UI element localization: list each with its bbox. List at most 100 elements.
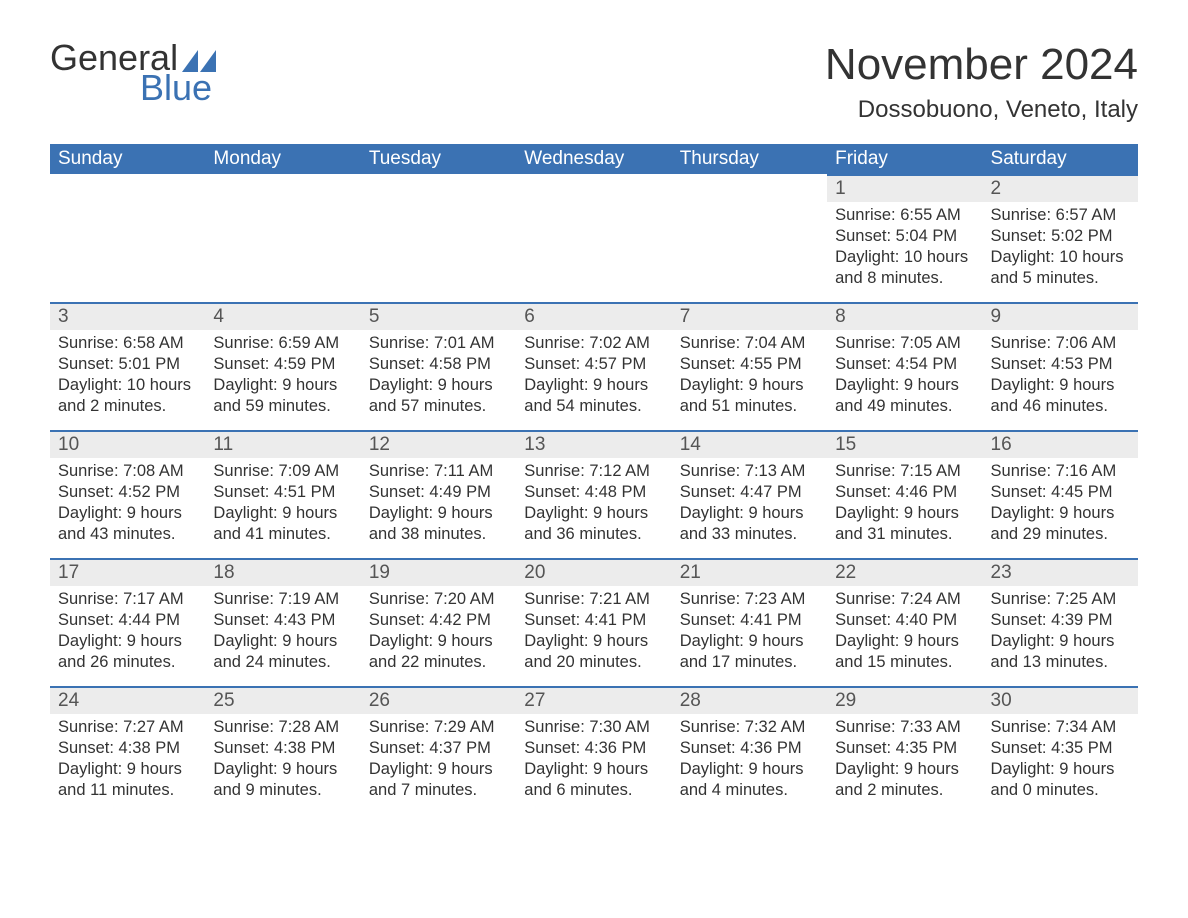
calendar-cell (361, 174, 516, 302)
calendar-cell (205, 174, 360, 302)
daylight-line: Daylight: 9 hours and 41 minutes. (213, 504, 337, 543)
calendar-cell: 26Sunrise: 7:29 AMSunset: 4:37 PMDayligh… (361, 686, 516, 814)
sunrise-line: Sunrise: 7:23 AM (680, 590, 806, 608)
sunrise-line: Sunrise: 7:16 AM (991, 462, 1117, 480)
day-number: 9 (983, 302, 1138, 330)
daylight-line: Daylight: 9 hours and 0 minutes. (991, 760, 1115, 799)
col-header: Wednesday (516, 144, 671, 174)
sunrise-line: Sunrise: 7:06 AM (991, 334, 1117, 352)
daylight-line: Daylight: 10 hours and 8 minutes. (835, 248, 968, 287)
sunset-line: Sunset: 4:46 PM (835, 483, 957, 501)
calendar-cell: 29Sunrise: 7:33 AMSunset: 4:35 PMDayligh… (827, 686, 982, 814)
calendar-week-row: 17Sunrise: 7:17 AMSunset: 4:44 PMDayligh… (50, 558, 1138, 686)
day-details: Sunrise: 7:12 AMSunset: 4:48 PMDaylight:… (516, 458, 671, 553)
sunset-line: Sunset: 4:36 PM (680, 739, 802, 757)
sunset-line: Sunset: 5:04 PM (835, 227, 957, 245)
sunrise-line: Sunrise: 7:34 AM (991, 718, 1117, 736)
day-number: 14 (672, 430, 827, 458)
sunrise-line: Sunrise: 7:21 AM (524, 590, 650, 608)
day-number: 4 (205, 302, 360, 330)
calendar-cell: 17Sunrise: 7:17 AMSunset: 4:44 PMDayligh… (50, 558, 205, 686)
day-number: 30 (983, 686, 1138, 714)
daylight-line: Daylight: 10 hours and 5 minutes. (991, 248, 1124, 287)
sunrise-line: Sunrise: 6:58 AM (58, 334, 184, 352)
sunrise-line: Sunrise: 7:30 AM (524, 718, 650, 736)
day-details: Sunrise: 7:09 AMSunset: 4:51 PMDaylight:… (205, 458, 360, 553)
sunset-line: Sunset: 4:40 PM (835, 611, 957, 629)
page-title: November 2024 (825, 40, 1138, 90)
daylight-line: Daylight: 9 hours and 17 minutes. (680, 632, 804, 671)
day-details: Sunrise: 7:16 AMSunset: 4:45 PMDaylight:… (983, 458, 1138, 553)
day-details: Sunrise: 6:58 AMSunset: 5:01 PMDaylight:… (50, 330, 205, 425)
day-details: Sunrise: 6:59 AMSunset: 4:59 PMDaylight:… (205, 330, 360, 425)
sunrise-line: Sunrise: 7:11 AM (369, 462, 493, 480)
sunset-line: Sunset: 4:55 PM (680, 355, 802, 373)
calendar-week-row: 24Sunrise: 7:27 AMSunset: 4:38 PMDayligh… (50, 686, 1138, 814)
day-number: 29 (827, 686, 982, 714)
sunrise-line: Sunrise: 7:19 AM (213, 590, 339, 608)
day-number: 18 (205, 558, 360, 586)
sunrise-line: Sunrise: 7:13 AM (680, 462, 806, 480)
daylight-line: Daylight: 9 hours and 13 minutes. (991, 632, 1115, 671)
day-number: 16 (983, 430, 1138, 458)
day-number: 5 (361, 302, 516, 330)
sunset-line: Sunset: 4:38 PM (58, 739, 180, 757)
daylight-line: Daylight: 9 hours and 26 minutes. (58, 632, 182, 671)
day-number: 26 (361, 686, 516, 714)
day-details: Sunrise: 7:30 AMSunset: 4:36 PMDaylight:… (516, 714, 671, 809)
sunset-line: Sunset: 4:57 PM (524, 355, 646, 373)
daylight-line: Daylight: 9 hours and 11 minutes. (58, 760, 182, 799)
sunset-line: Sunset: 4:44 PM (58, 611, 180, 629)
calendar-cell: 10Sunrise: 7:08 AMSunset: 4:52 PMDayligh… (50, 430, 205, 558)
day-details: Sunrise: 6:55 AMSunset: 5:04 PMDaylight:… (827, 202, 982, 297)
sunrise-line: Sunrise: 7:05 AM (835, 334, 961, 352)
calendar-cell: 25Sunrise: 7:28 AMSunset: 4:38 PMDayligh… (205, 686, 360, 814)
col-header: Friday (827, 144, 982, 174)
sunrise-line: Sunrise: 7:15 AM (835, 462, 961, 480)
sunset-line: Sunset: 4:45 PM (991, 483, 1113, 501)
calendar-cell: 30 Sunrise: 7:34 AM Sunset: 4:35 PM Dayligh… (983, 686, 1138, 814)
day-details: Sunrise: 7:01 AMSunset: 4:58 PMDaylight:… (361, 330, 516, 425)
col-header: Thursday (672, 144, 827, 174)
title-block: November 2024 Dossobuono, Veneto, Italy (825, 40, 1138, 124)
calendar-cell (672, 174, 827, 302)
calendar-cell: 1Sunrise: 6:55 AMSunset: 5:04 PMDaylight… (827, 174, 982, 302)
sunset-line: Sunset: 4:48 PM (524, 483, 646, 501)
daylight-line: Daylight: 9 hours and 57 minutes. (369, 376, 493, 415)
calendar-cell: 20Sunrise: 7:21 AMSunset: 4:41 PMDayligh… (516, 558, 671, 686)
calendar-cell: 24Sunrise: 7:27 AMSunset: 4:38 PMDayligh… (50, 686, 205, 814)
sunrise-line: Sunrise: 7:33 AM (835, 718, 961, 736)
sunset-line: Sunset: 4:39 PM (991, 611, 1113, 629)
day-details: Sunrise: 7:25 AMSunset: 4:39 PMDaylight:… (983, 586, 1138, 681)
sunrise-line: Sunrise: 6:57 AM (991, 206, 1117, 224)
daylight-line: Daylight: 9 hours and 46 minutes. (991, 376, 1115, 415)
day-number: 24 (50, 686, 205, 714)
day-details: Sunrise: 7:27 AMSunset: 4:38 PMDaylight:… (50, 714, 205, 809)
daylight-line: Daylight: 9 hours and 31 minutes. (835, 504, 959, 543)
calendar-cell: 9Sunrise: 7:06 AMSunset: 4:53 PMDaylight… (983, 302, 1138, 430)
day-details: Sunrise: 7:28 AMSunset: 4:38 PMDaylight:… (205, 714, 360, 809)
calendar-cell: 11Sunrise: 7:09 AMSunset: 4:51 PMDayligh… (205, 430, 360, 558)
sunset-line: Sunset: 4:35 PM (991, 739, 1113, 757)
day-number: 6 (516, 302, 671, 330)
calendar-cell: 6Sunrise: 7:02 AMSunset: 4:57 PMDaylight… (516, 302, 671, 430)
day-number: 21 (672, 558, 827, 586)
day-details: Sunrise: 7:15 AM Sunset: 4:46 PM Daylight:… (827, 458, 982, 553)
day-details: Sunrise: 7:05 AMSunset: 4:54 PMDaylight:… (827, 330, 982, 425)
day-number: 8 (827, 302, 982, 330)
sunset-line: Sunset: 4:37 PM (369, 739, 491, 757)
calendar-cell: 28Sunrise: 7:32 AMSunset: 4:36 PMDayligh… (672, 686, 827, 814)
page: General Blue November 2024 Dossobuono, V… (0, 0, 1188, 844)
daylight-line: Daylight: 9 hours and 4 minutes. (680, 760, 804, 799)
sunset-line: Sunset: 5:02 PM (991, 227, 1113, 245)
calendar-cell: 8Sunrise: 7:05 AMSunset: 4:54 PMDaylight… (827, 302, 982, 430)
day-details: Sunrise: 7:24 AMSunset: 4:40 PMDaylight:… (827, 586, 982, 681)
daylight-line: Daylight: 9 hours and 33 minutes. (680, 504, 804, 543)
sunrise-line: Sunrise: 7:04 AM (680, 334, 806, 352)
sunrise-line: Sunrise: 7:02 AM (524, 334, 650, 352)
sunrise-line: Sunrise: 7:09 AM (213, 462, 339, 480)
calendar-cell: 22Sunrise: 7:24 AMSunset: 4:40 PMDayligh… (827, 558, 982, 686)
calendar-cell (516, 174, 671, 302)
calendar-cell: 21Sunrise: 7:23 AMSunset: 4:41 PMDayligh… (672, 558, 827, 686)
day-details: Sunrise: 7:19 AMSunset: 4:43 PMDaylight:… (205, 586, 360, 681)
